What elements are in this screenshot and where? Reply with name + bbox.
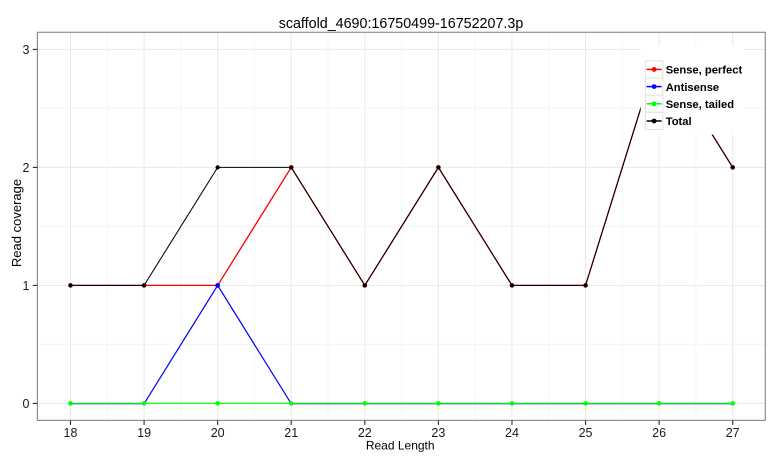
svg-text:19: 19 [137,426,151,440]
svg-text:Total: Total [666,116,692,128]
svg-text:18: 18 [64,426,78,440]
svg-text:23: 23 [431,426,445,440]
svg-text:21: 21 [284,426,298,440]
svg-text:Sense, perfect: Sense, perfect [666,65,743,77]
svg-text:22: 22 [358,426,372,440]
svg-text:Antisense: Antisense [666,82,719,94]
svg-text:Sense, tailed: Sense, tailed [666,99,735,111]
svg-text:scaffold_4690:16750499-1675220: scaffold_4690:16750499-16752207.3p [279,16,524,32]
svg-text:25: 25 [579,426,593,440]
svg-text:Read coverage: Read coverage [9,179,24,267]
svg-text:0: 0 [23,397,30,411]
svg-text:24: 24 [505,426,519,440]
svg-text:27: 27 [726,426,740,440]
svg-text:2: 2 [23,161,30,175]
svg-text:3: 3 [23,43,30,57]
svg-text:1: 1 [23,279,30,293]
svg-text:20: 20 [211,426,225,440]
svg-text:Read Length: Read Length [366,439,435,453]
svg-text:26: 26 [652,426,666,440]
